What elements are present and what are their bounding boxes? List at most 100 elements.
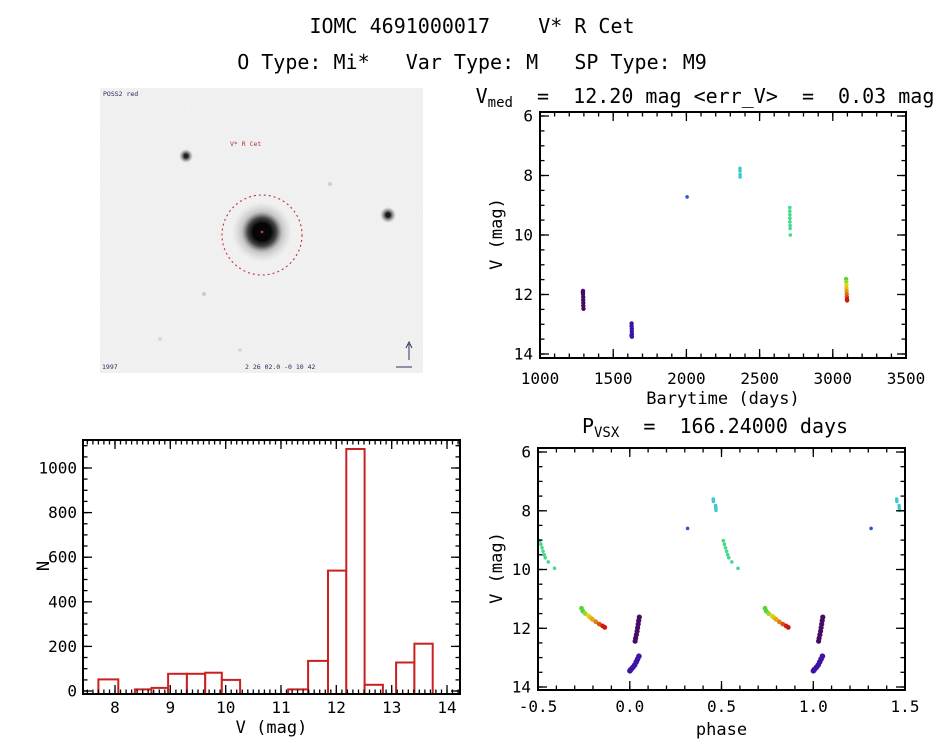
faint-star-1 [202,292,206,296]
lightcurve-ytick-label: 12 [514,285,533,304]
fold-gradient-point [785,625,791,630]
faint-star-2 [328,182,332,186]
finder-image-label: POSS2 red [103,90,138,98]
phase-title: PVSX = 166.24000 days [490,414,940,441]
epoch-2707-point [788,205,792,210]
compass-icon [396,340,413,368]
histogram-xtick-label: 11 [271,698,290,717]
lightcurve-title-pre: V [475,84,488,108]
histogram-bar [395,661,416,695]
lightcurve-xtick-label: 3500 [887,369,926,388]
fold-gradient-point [773,617,779,622]
faint-star-3 [158,337,162,341]
lightcurve-points [580,166,850,339]
fold-green-point [552,566,557,571]
field-star-1-core [183,153,189,159]
epoch-3095-point [844,298,850,303]
phase-ticks [537,448,906,690]
epoch-2707-point [788,223,792,228]
fold-green-point [725,553,730,557]
lightcurve-frame [539,111,907,359]
phase-tick-labels: -0.5 0.0 0.5 1.0 1.5 6 8 10 12 14 [512,443,920,717]
histogram-frame [82,439,461,695]
phase-title-post: = 166.24000 days [619,414,849,438]
epoch-2707-point [788,209,792,213]
fold-cyan-point [714,508,718,512]
epoch-2707-point [788,220,792,224]
finder-target-label: V* R Cet [230,140,261,148]
histogram-ytick-label: 0 [67,682,77,701]
phase-title-sub: VSX [593,425,620,441]
histogram-bar [345,448,366,695]
histogram-plot: 8 9 10 11 12 13 14 0 200 400 600 800 1000 [38,439,461,718]
histogram-xtick-label: 9 [165,698,175,717]
fold-blue-point [685,526,690,531]
epoch-2366-point [738,169,742,173]
fold-green-point [723,546,728,550]
lightcurve-xtick-label: 1000 [521,369,560,388]
lightcurve-ytick-label: 14 [514,345,533,364]
histogram-xtick-label: 8 [110,698,120,717]
epoch-2707-point [788,216,792,221]
fold-indigo-point [810,668,817,674]
lightcurve-ticks [539,112,907,358]
phase-points [538,497,902,674]
phase-xtick-label: 1.5 [891,697,920,716]
histogram-xtick-label: 14 [437,698,456,717]
histogram-ytick-label: 200 [48,637,77,656]
finder-chart-svg: POSS2 red V* R Cet 2 26 02.0 -0 10 42 19… [100,88,423,373]
epoch-1300-point [581,306,586,311]
aperture-circle [221,194,303,276]
finder-coords-label: 2 26 02.0 -0 10 42 [245,363,316,371]
phase-ytick-label: 10 [512,560,531,579]
fold-cyan-point [711,499,716,504]
fold-gradient-point [602,625,608,630]
epoch-1630-point [629,334,635,339]
lightcurve-title: Vmed = 12.20 mag <err_V> = 0.03 mag [470,84,940,111]
histogram-bar [185,672,207,695]
phase-yaxis-label: V (mag) [487,532,507,604]
phase-ytick-label: 14 [512,678,531,697]
phase-ytick-label: 8 [521,501,531,520]
histogram-yaxis-label: N [34,560,54,572]
fold-blue-point [869,526,873,531]
phase-frame [537,447,906,691]
phase-plot: -0.5 0.0 0.5 1.0 1.5 6 8 10 12 14 [512,443,920,717]
fold-gradient-point [776,619,782,625]
histogram-ytick-label: 1000 [38,459,77,478]
epoch-2005-point [685,195,689,199]
epoch-2707-point [788,226,792,231]
epoch-2707-point [788,233,793,237]
epoch-2366-point [738,175,742,179]
epoch-2707-point [788,213,792,217]
histogram-tick-labels: 8 9 10 11 12 13 14 0 200 400 600 800 1000 [38,459,456,718]
lightcurve-xaxis-label: Barytime (days) [646,389,800,409]
histogram-bar [307,659,330,696]
fold-indigo-point [627,668,633,674]
lightcurve-ytick-label: 6 [523,107,533,126]
histogram-xaxis-label: V (mag) [235,718,308,738]
lightcurve-plot: 1000 1500 2000 2500 3000 3500 6 8 10 12 14 [514,107,926,389]
fold-green-point [540,546,544,550]
fold-green-point [543,556,548,560]
field-star-2-core [385,212,391,218]
fold-green-point [722,542,727,546]
histogram-ytick-label: 600 [48,548,77,567]
fold-cyan-point [895,499,899,504]
lightcurve-title-post: = 12.20 mag <err_V> = 0.03 mag [512,84,935,108]
fold-green-point [542,553,546,557]
fold-gradient-point [590,617,595,622]
histogram-xtick-label: 12 [327,698,346,717]
fold-darkviolet-point [816,638,822,644]
lightcurve-ytick-label: 8 [523,166,533,185]
fold-gradient-point [593,619,599,625]
histogram-xtick-label: 10 [216,698,235,717]
histogram-bar [204,671,223,696]
page-title: IOMC 4691000017 V* R Cet [309,14,635,38]
lightcurve-xtick-label: 2000 [667,369,706,388]
fold-darkviolet-point [632,638,638,644]
phase-xtick-label: -0.5 [519,697,558,716]
fold-green-point [721,538,726,543]
